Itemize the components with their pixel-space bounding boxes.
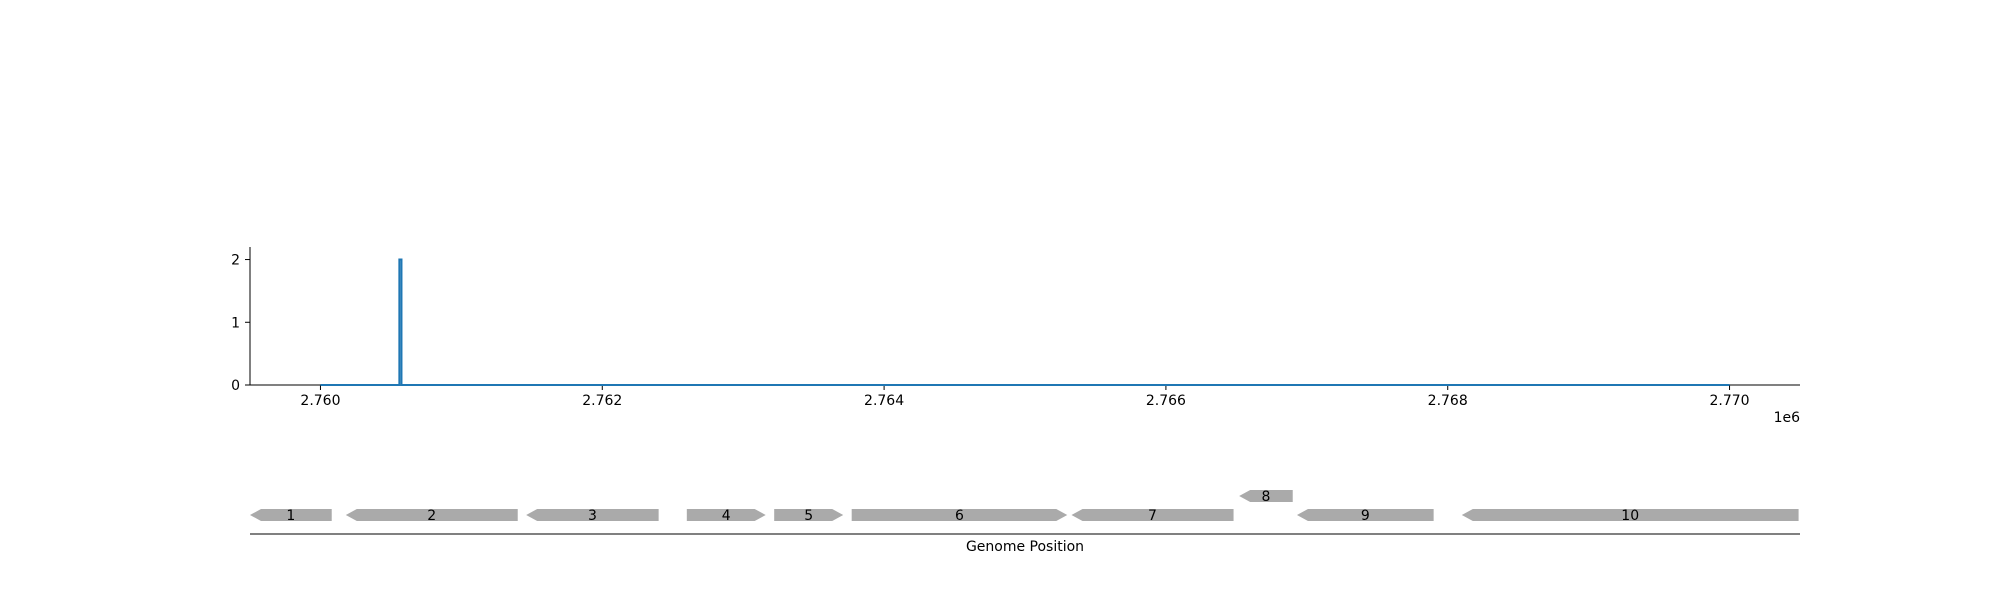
gene-label: 7: [1148, 508, 1157, 524]
gene-arrow-2: [345, 509, 518, 521]
gene-map: 1 2 3 4 5 6 7 8 9 10 Genome Position: [250, 489, 1800, 555]
x-tick-label: 2.764: [864, 393, 904, 409]
y-tick-label: 1: [231, 315, 240, 331]
gene-arrow-1: [250, 509, 332, 521]
x-tick-label: 2.760: [300, 393, 340, 409]
gene-label: 9: [1361, 508, 1370, 524]
x-tick-label: 2.770: [1709, 393, 1749, 409]
coverage-plot: 2.760 2.762 2.764 2.766 2.768 2.770 0 1 2 1e6: [231, 247, 1800, 426]
y-tick-label: 2: [231, 253, 240, 269]
gene-label: 4: [722, 508, 731, 524]
gene-arrow-5: [774, 509, 844, 521]
gene-label: 1: [286, 508, 295, 524]
y-tick-label: 0: [231, 378, 240, 394]
x-axis-offset-label: 1e6: [1774, 410, 1801, 426]
gene-arrow-4: [686, 509, 766, 521]
gene-arrow-6: [851, 509, 1068, 521]
x-tick-label: 2.766: [1146, 393, 1186, 409]
gene-arrow-8: [1239, 490, 1293, 502]
gene-arrow-7: [1071, 509, 1234, 521]
x-tick-label: 2.768: [1428, 393, 1468, 409]
coverage-series-line: [320, 258, 1730, 386]
gene-arrow-9: [1296, 509, 1434, 521]
gene-label: 8: [1261, 489, 1270, 505]
gene-arrow-10: [1461, 509, 1799, 521]
gene-label: 6: [955, 508, 964, 524]
x-tick-label: 2.762: [582, 393, 622, 409]
gene-label: 2: [427, 508, 436, 524]
gene-arrow-3: [526, 509, 659, 521]
gene-label: 10: [1621, 508, 1639, 524]
gene-label: 5: [804, 508, 813, 524]
genome-axis-label: Genome Position: [966, 539, 1084, 555]
gene-label: 3: [588, 508, 597, 524]
